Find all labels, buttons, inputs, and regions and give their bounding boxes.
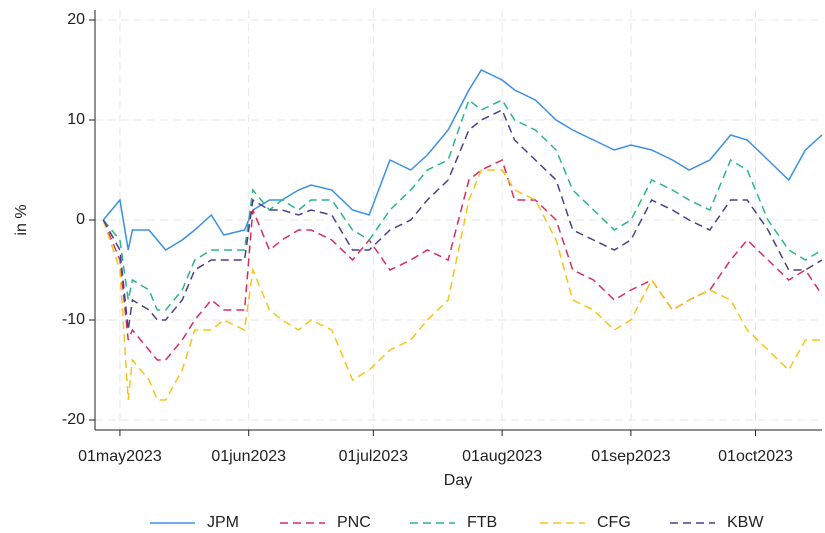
legend-label: KBW — [727, 514, 764, 531]
x-tick-label: 01may2023 — [78, 448, 162, 465]
legend-label: JPM — [207, 514, 239, 531]
line — [102, 108, 823, 331]
legend-label: FTB — [467, 514, 497, 531]
legend-label: CFG — [597, 514, 631, 531]
y-tick-label: -20 — [62, 411, 85, 428]
x-tick-label: 01oct2023 — [718, 448, 793, 465]
y-tick-label: -10 — [62, 311, 85, 328]
y-axis-label: in % — [13, 204, 30, 235]
x-tick-label: 01jun2023 — [211, 448, 286, 465]
legend-label: PNC — [337, 514, 371, 531]
line — [102, 158, 823, 361]
y-tick-label: 20 — [67, 11, 85, 28]
y-tick-label: 0 — [76, 211, 85, 228]
y-tick-label: 10 — [67, 111, 85, 128]
line — [102, 69, 823, 251]
x-tick-label: 01sep2023 — [591, 448, 670, 465]
line — [102, 98, 823, 311]
x-tick-label: 01aug2023 — [462, 448, 542, 465]
x-tick-label: 01jul2023 — [339, 448, 409, 465]
x-axis-label: Day — [444, 472, 472, 489]
